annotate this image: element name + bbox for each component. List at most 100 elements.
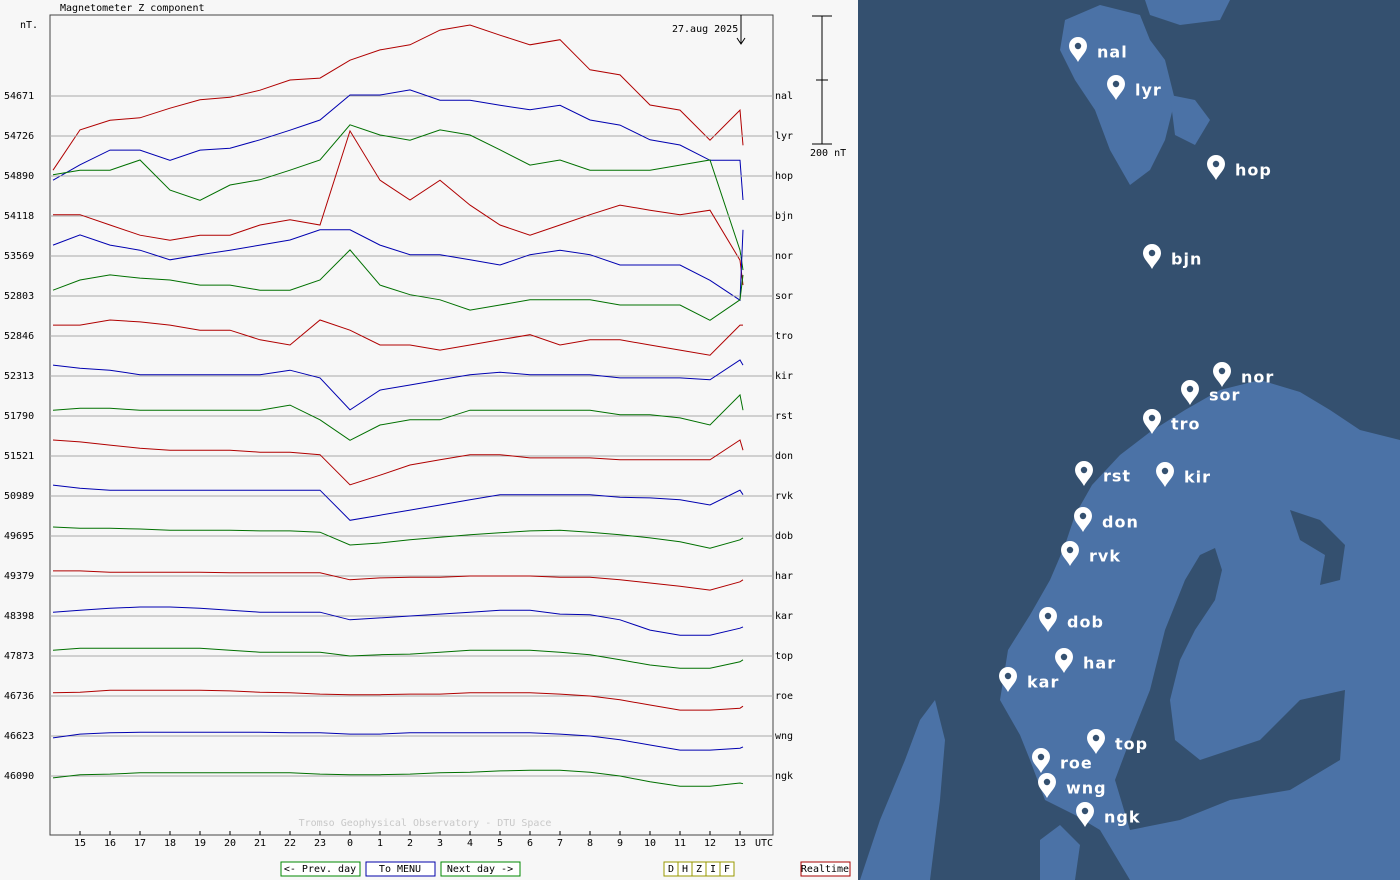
station-pin[interactable] <box>1039 607 1057 632</box>
station-pin[interactable] <box>999 667 1017 692</box>
station-name[interactable]: rst <box>1103 467 1131 486</box>
station-label: kir <box>775 371 793 382</box>
prev-day-label[interactable]: <- Prev. day <box>284 864 356 875</box>
pin-dot[interactable] <box>1080 466 1088 474</box>
station-label: wng <box>775 731 793 742</box>
station-pin[interactable] <box>1076 802 1094 827</box>
station-pin[interactable] <box>1032 748 1050 773</box>
station-name[interactable]: sor <box>1209 386 1240 405</box>
station-pin[interactable] <box>1075 461 1093 486</box>
pin-dot[interactable] <box>1066 546 1074 554</box>
station-name[interactable]: tro <box>1171 415 1201 434</box>
pin-dot[interactable] <box>1060 653 1068 661</box>
station-pin[interactable] <box>1213 362 1231 387</box>
x-tick-label: 18 <box>164 838 176 849</box>
station-name[interactable]: nal <box>1097 43 1128 62</box>
station-pin[interactable] <box>1181 380 1199 405</box>
station-name[interactable]: rvk <box>1089 547 1121 566</box>
land <box>1040 825 1080 880</box>
menu-label[interactable]: To MENU <box>379 864 421 875</box>
trace <box>52 249 744 321</box>
station-name[interactable]: kir <box>1184 468 1211 487</box>
pin-icon[interactable] <box>1107 75 1125 100</box>
pin-dot[interactable] <box>1112 80 1120 88</box>
pin-dot[interactable] <box>1037 753 1045 761</box>
station-name[interactable]: top <box>1115 735 1148 754</box>
pin-icon[interactable] <box>1181 380 1199 405</box>
x-tick-label: 13 <box>734 838 746 849</box>
pin-icon[interactable] <box>1039 607 1057 632</box>
menu-button[interactable] <box>365 861 436 877</box>
pin-icon[interactable] <box>1038 773 1056 798</box>
pin-dot[interactable] <box>1043 778 1051 786</box>
station-pin[interactable] <box>1038 773 1056 798</box>
component-label[interactable]: Z <box>696 864 702 875</box>
component-label[interactable]: D <box>668 864 674 875</box>
x-tick-label: 3 <box>437 838 443 849</box>
pin-dot[interactable] <box>1218 367 1226 375</box>
pin-dot[interactable] <box>1074 42 1082 50</box>
station-pin[interactable] <box>1055 648 1073 673</box>
station-pin[interactable] <box>1069 37 1087 62</box>
station-name[interactable]: bjn <box>1171 250 1202 269</box>
component-label[interactable]: I <box>710 864 716 875</box>
pin-icon[interactable] <box>1156 462 1174 487</box>
land <box>860 700 945 880</box>
station-label: tro <box>775 331 793 342</box>
pin-icon[interactable] <box>1087 729 1105 754</box>
pin-dot[interactable] <box>1161 467 1169 475</box>
station-name[interactable]: roe <box>1060 754 1093 773</box>
pin-icon[interactable] <box>1061 541 1079 566</box>
station-pin[interactable] <box>1207 155 1225 180</box>
realtime-label[interactable]: Realtime <box>801 864 849 875</box>
station-name[interactable]: don <box>1102 513 1139 532</box>
trace <box>52 689 744 711</box>
station-pin[interactable] <box>1156 462 1174 487</box>
station-pin[interactable] <box>1074 507 1092 532</box>
station-name[interactable]: dob <box>1067 613 1104 632</box>
component-label[interactable]: H <box>682 864 688 875</box>
station-name[interactable]: har <box>1083 654 1116 673</box>
pin-icon[interactable] <box>1055 648 1073 673</box>
component-button[interactable] <box>719 861 735 877</box>
station-pin[interactable] <box>1143 244 1161 269</box>
x-tick-label: 7 <box>557 838 563 849</box>
pin-icon[interactable] <box>1032 748 1050 773</box>
pin-dot[interactable] <box>1148 414 1156 422</box>
station-name[interactable]: nor <box>1241 368 1274 387</box>
pin-icon[interactable] <box>1213 362 1231 387</box>
pin-dot[interactable] <box>1004 672 1012 680</box>
pin-dot[interactable] <box>1079 512 1087 520</box>
next-day-label[interactable]: Next day -> <box>447 864 513 875</box>
prev-day-button[interactable] <box>280 861 361 877</box>
station-name[interactable]: wng <box>1066 779 1107 798</box>
station-label: har <box>775 571 793 582</box>
station-pin[interactable] <box>1107 75 1125 100</box>
next-day-button[interactable] <box>440 861 521 877</box>
pin-icon[interactable] <box>1075 461 1093 486</box>
station-pin[interactable] <box>1061 541 1079 566</box>
pin-dot[interactable] <box>1044 612 1052 620</box>
station-name[interactable]: hop <box>1235 161 1272 180</box>
station-name[interactable]: ngk <box>1104 808 1140 827</box>
pin-icon[interactable] <box>999 667 1017 692</box>
station-pin[interactable] <box>1087 729 1105 754</box>
realtime-button[interactable] <box>800 861 851 877</box>
pin-icon[interactable] <box>1074 507 1092 532</box>
station-pin[interactable] <box>1143 409 1161 434</box>
pin-dot[interactable] <box>1148 249 1156 257</box>
component-label[interactable]: F <box>724 864 730 875</box>
pin-icon[interactable] <box>1143 244 1161 269</box>
x-tick-label: 15 <box>74 838 86 849</box>
station-label: dob <box>775 531 793 542</box>
pin-icon[interactable] <box>1207 155 1225 180</box>
station-name[interactable]: lyr <box>1135 81 1162 100</box>
pin-icon[interactable] <box>1076 802 1094 827</box>
pin-dot[interactable] <box>1092 734 1100 742</box>
pin-icon[interactable] <box>1143 409 1161 434</box>
pin-dot[interactable] <box>1212 160 1220 168</box>
pin-dot[interactable] <box>1186 385 1194 393</box>
station-name[interactable]: kar <box>1027 673 1059 692</box>
pin-dot[interactable] <box>1081 807 1089 815</box>
pin-icon[interactable] <box>1069 37 1087 62</box>
